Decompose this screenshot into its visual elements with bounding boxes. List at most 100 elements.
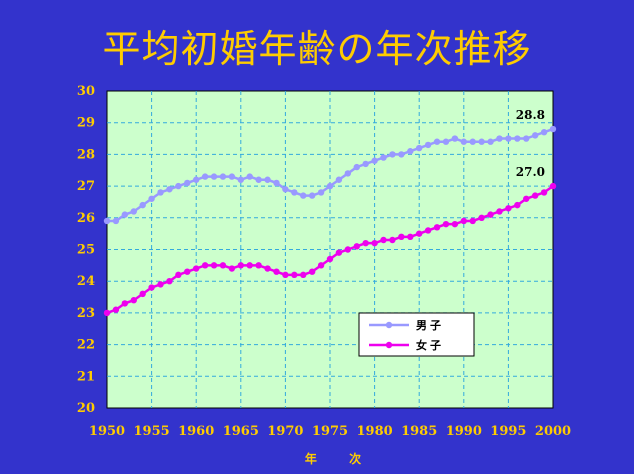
data-point [184, 179, 191, 187]
series-0 [103, 125, 557, 225]
y-tick-label: 20 [77, 401, 95, 416]
data-point [291, 271, 298, 279]
data-point [130, 208, 137, 215]
data-point [166, 186, 173, 193]
data-point [371, 239, 378, 247]
legend-marker [385, 321, 393, 329]
data-point [255, 262, 262, 269]
data-point [246, 262, 253, 269]
data-point [264, 265, 271, 272]
data-point [424, 227, 432, 234]
data-point [549, 182, 557, 190]
data-point [282, 186, 289, 193]
data-point [523, 135, 530, 142]
data-point [416, 144, 423, 152]
data-point [362, 239, 369, 247]
data-point [175, 182, 182, 190]
data-point [237, 262, 244, 269]
data-point [371, 157, 378, 164]
chart-title: 平均初婚年齢の年次推移 [102, 27, 532, 71]
data-point [505, 205, 512, 212]
data-point [308, 268, 316, 275]
data-point [460, 138, 467, 145]
x-tick-label: 1985 [401, 424, 437, 439]
data-point [121, 211, 129, 218]
data-point [291, 189, 298, 196]
data-point [496, 208, 503, 215]
legend-marker [385, 341, 393, 349]
data-point [549, 125, 557, 133]
data-point [219, 173, 227, 180]
data-point [210, 262, 218, 269]
y-tick-label: 21 [77, 369, 95, 384]
data-point [184, 268, 191, 275]
data-point [273, 268, 280, 275]
data-point [335, 249, 343, 256]
data-point [398, 233, 405, 241]
legend-item: 女子 [369, 338, 444, 352]
data-point [219, 262, 227, 269]
data-point [246, 173, 253, 180]
data-point [130, 297, 137, 304]
data-point [531, 132, 539, 139]
data-point [121, 300, 129, 307]
x-tick-label: 1960 [178, 424, 214, 439]
data-point [103, 309, 111, 317]
data-point [326, 255, 334, 263]
data-point [362, 160, 369, 168]
data-point [193, 176, 200, 183]
data-point [407, 148, 414, 155]
data-point [451, 220, 459, 228]
data-point [416, 230, 423, 237]
y-tick-label: 28 [77, 147, 95, 162]
data-point [389, 236, 396, 244]
y-tick-label: 25 [77, 243, 95, 258]
data-point [264, 176, 271, 183]
data-point [398, 151, 405, 158]
data-point [166, 278, 173, 285]
data-point [478, 214, 485, 221]
data-point [540, 189, 548, 196]
data-point [523, 195, 530, 202]
data-point [112, 306, 120, 313]
legend-item: 男子 [369, 319, 441, 332]
data-point [335, 176, 343, 183]
data-point [380, 154, 387, 161]
data-point [460, 217, 467, 225]
data-point [300, 192, 307, 199]
data-point [255, 176, 262, 183]
data-point [201, 262, 209, 269]
legend-label: 女子 [416, 338, 444, 352]
data-point [317, 262, 325, 269]
data-point [148, 284, 155, 291]
x-axis-label: 年 次 [305, 451, 375, 466]
data-point [157, 281, 164, 288]
y-tick-label: 23 [77, 306, 95, 321]
data-point [210, 173, 218, 180]
data-point [326, 182, 334, 190]
y-tick-label: 24 [77, 274, 95, 289]
data-point [424, 141, 432, 149]
y-tick-label: 22 [77, 338, 95, 353]
y-tick-label: 30 [77, 84, 95, 99]
series-1 [103, 182, 557, 317]
x-tick-label: 1955 [134, 424, 170, 439]
data-point [433, 138, 441, 145]
data-point [487, 138, 494, 145]
data-point [139, 201, 146, 209]
x-tick-label: 1995 [490, 424, 526, 439]
x-tick-label: 1980 [357, 424, 393, 439]
x-tick-label: 2000 [535, 424, 571, 439]
data-point [487, 211, 494, 218]
data-point [433, 224, 441, 231]
data-point [157, 189, 164, 196]
data-point [148, 195, 155, 202]
data-point [514, 135, 521, 142]
data-point [478, 138, 485, 145]
data-point [451, 135, 459, 142]
data-point [353, 243, 360, 250]
data-point [175, 271, 182, 279]
x-tick-label: 1950 [89, 424, 125, 439]
data-point [103, 217, 111, 225]
